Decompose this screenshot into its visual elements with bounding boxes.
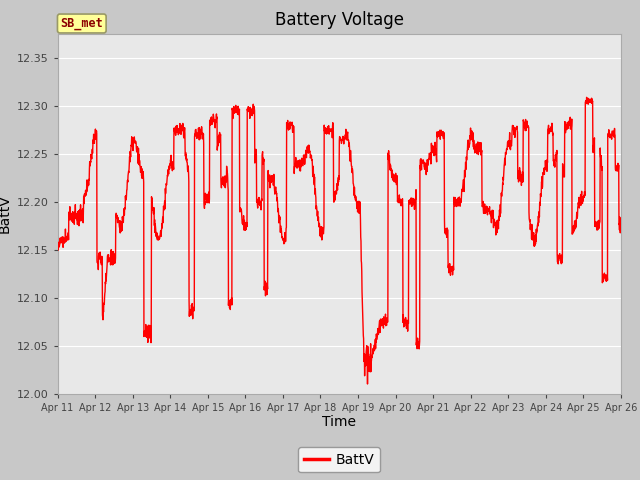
Text: SB_met: SB_met: [60, 17, 103, 30]
X-axis label: Time: Time: [322, 415, 356, 430]
Legend: BattV: BattV: [298, 447, 380, 472]
Title: Battery Voltage: Battery Voltage: [275, 11, 404, 29]
Y-axis label: BattV: BattV: [0, 194, 11, 233]
